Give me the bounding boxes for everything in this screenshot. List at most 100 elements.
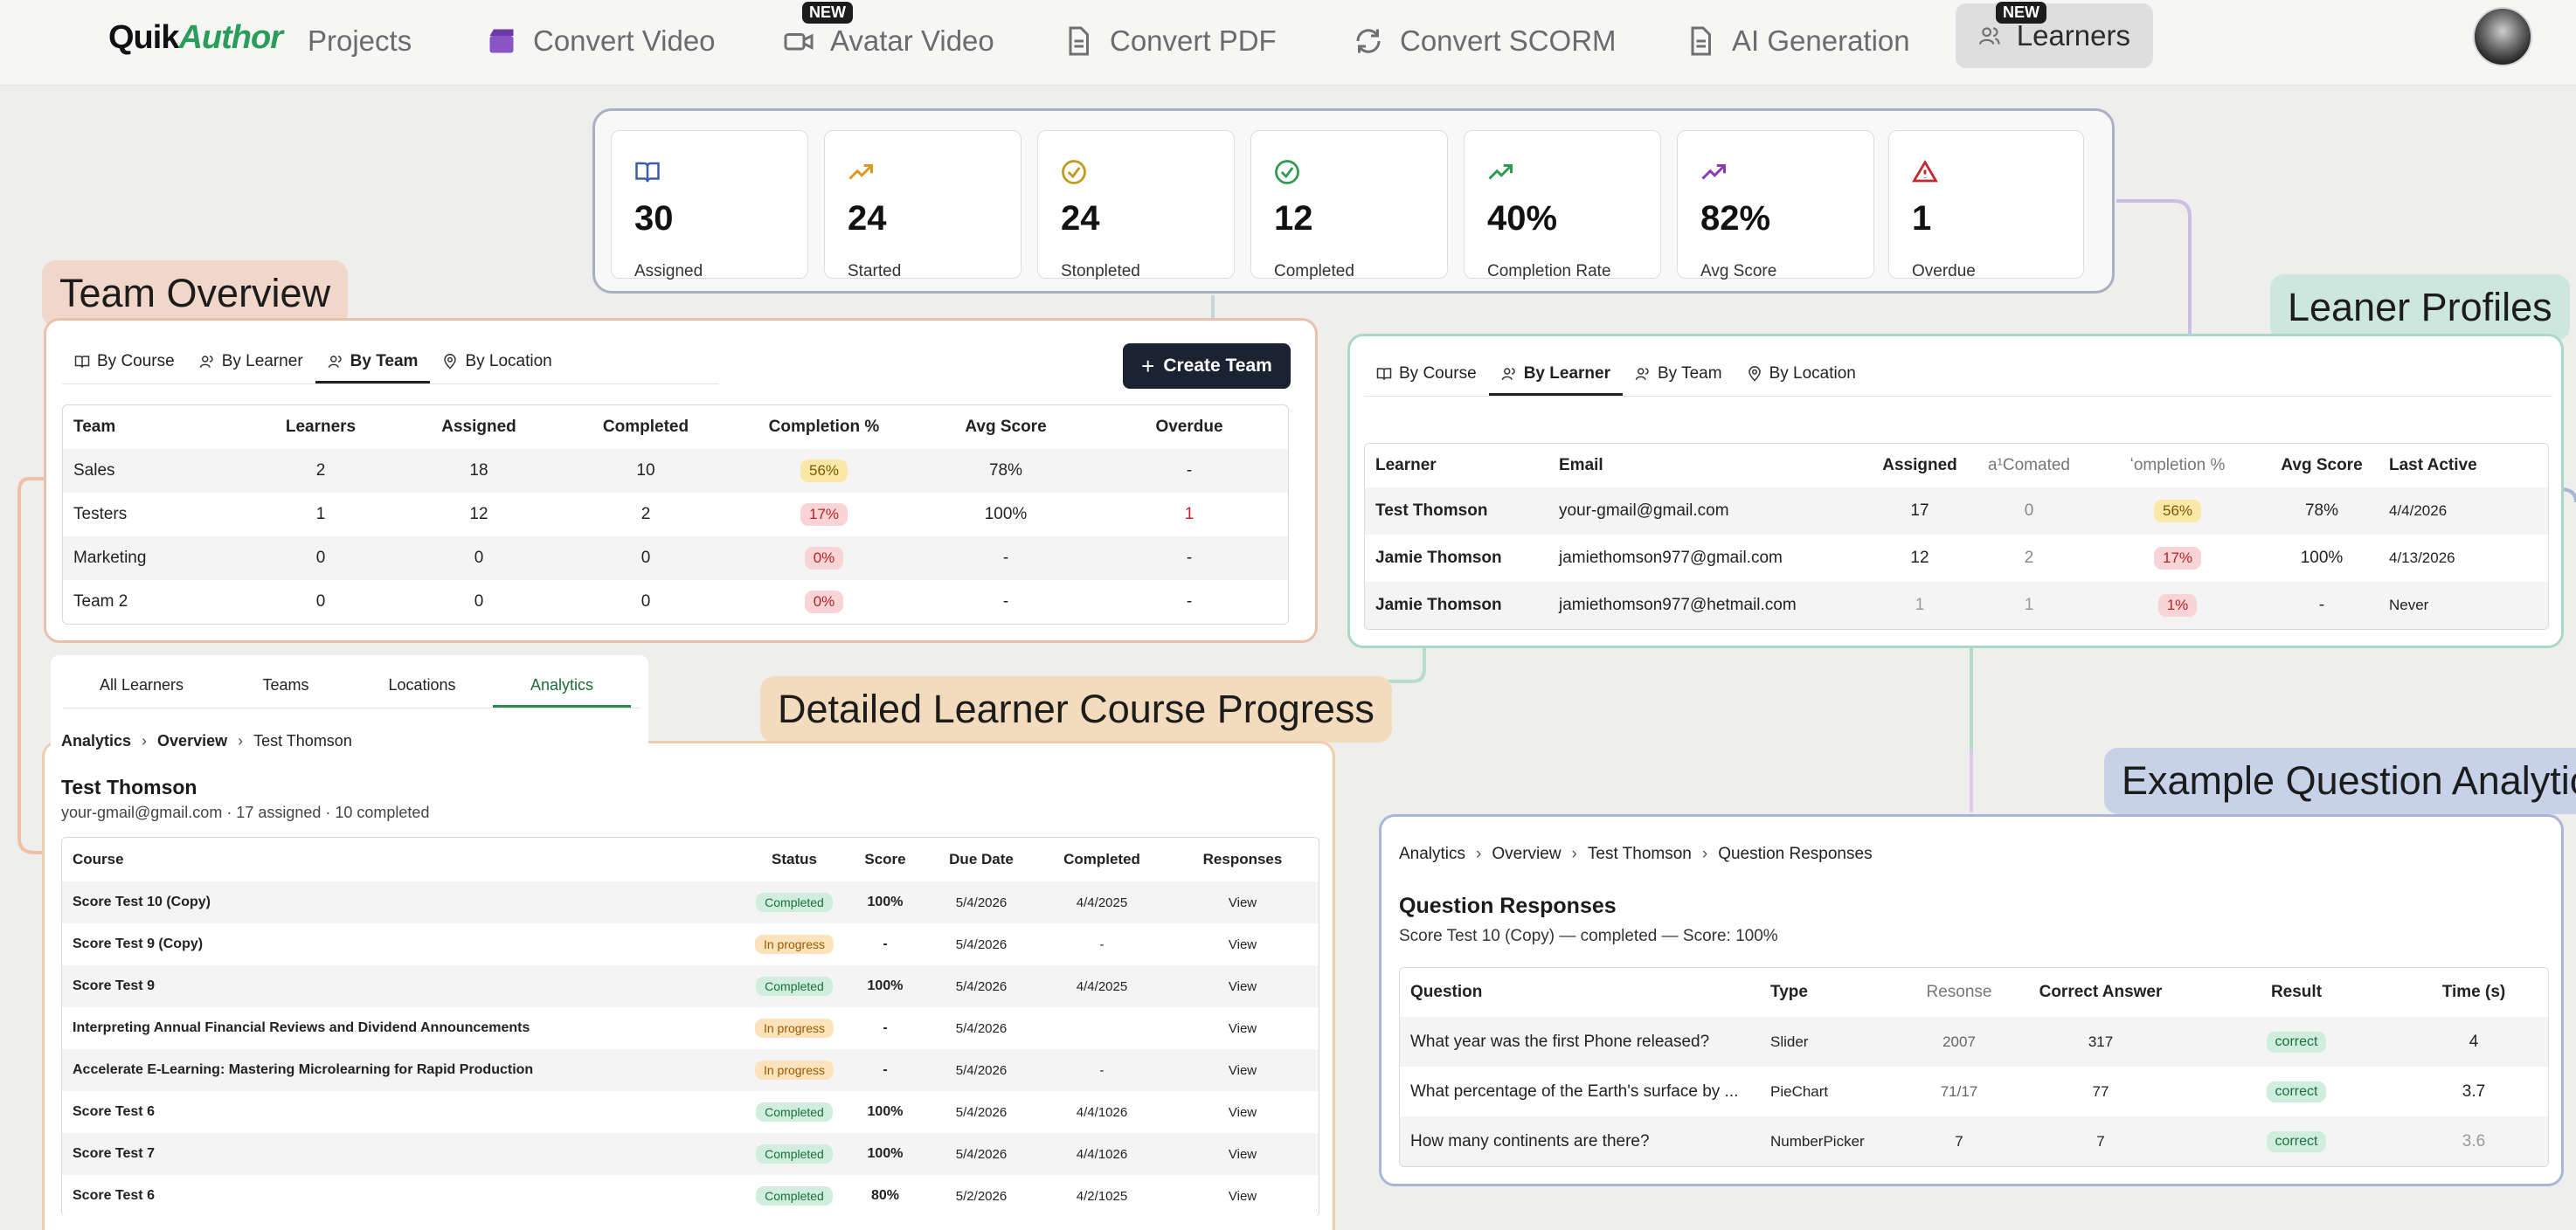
cell: 5/4/2026 xyxy=(925,965,1037,1007)
book-icon xyxy=(74,355,90,368)
table-row[interactable]: Jamie Thomson jamiethomson977@hetmail.co… xyxy=(1365,582,2548,629)
tab-by-learner[interactable]: By Learner xyxy=(1488,354,1623,396)
col-header: Type xyxy=(1770,983,1808,1001)
col-header: Team xyxy=(73,418,116,436)
breadcrumb-item: Test Thomson xyxy=(253,732,352,750)
cell: 1 xyxy=(1968,582,2090,629)
cell: - xyxy=(883,1020,888,1035)
cell: 12 xyxy=(1910,549,1929,567)
book-icon xyxy=(1376,367,1392,380)
users-icon xyxy=(1635,367,1649,380)
table-row[interactable]: Sales 2 18 10 56% 78% - xyxy=(63,449,1288,493)
tab-teams[interactable]: Teams xyxy=(262,676,309,694)
callout-learner-profiles: Leaner Profiles xyxy=(2270,274,2570,341)
table-row[interactable]: What percentage of the Earth's surface b… xyxy=(1400,1067,2548,1116)
nav-convert-scorm[interactable]: Convert SCORM xyxy=(1330,14,1639,68)
refresh-icon xyxy=(1356,29,1381,53)
stat-value: 24 xyxy=(1061,199,1100,238)
learner-name[interactable]: Test Thomson xyxy=(1365,487,1548,535)
table-row[interactable]: Marketing 0 0 0 0% - - xyxy=(63,536,1288,580)
view-link[interactable]: View xyxy=(1228,936,1257,952)
learner-name[interactable]: Jamie Thomson xyxy=(1365,582,1548,629)
nav-ai-generation[interactable]: AI Generation xyxy=(1662,14,1933,68)
team-view-tabs: By Course By Learner By Team By Location xyxy=(62,342,719,384)
user-avatar[interactable] xyxy=(2473,7,2532,66)
cell: PieChart xyxy=(1770,1082,1829,1100)
table-row[interactable]: Test Thomson your-gmail@gmail.com 17 0 5… xyxy=(1365,487,2548,535)
breadcrumb-item[interactable]: Analytics xyxy=(61,732,132,750)
col-header: Learner xyxy=(1375,456,1437,474)
table-row[interactable]: Score Test 9 (Copy) In progress - 5/4/20… xyxy=(62,923,1319,965)
nav-projects[interactable]: Projects xyxy=(285,14,434,68)
col-header: Course xyxy=(73,851,124,867)
clapperboard-icon xyxy=(489,29,514,53)
table-row[interactable]: Interpreting Annual Financial Reviews an… xyxy=(62,1007,1319,1049)
stat-card-assigned: 30 Assigned xyxy=(611,130,808,280)
nav-convert-pdf[interactable]: Convert PDF xyxy=(1040,14,1299,68)
cell: 5/4/2026 xyxy=(925,881,1037,923)
profile-view-tabs: By Course By Learner By Team By Location xyxy=(1364,354,2552,397)
tab-by-learner[interactable]: By Learner xyxy=(187,342,315,384)
breadcrumb-item[interactable]: Overview xyxy=(157,732,228,750)
view-link[interactable]: View xyxy=(1228,1020,1257,1036)
tab-all-learners[interactable]: All Learners xyxy=(99,676,184,694)
tab-by-location[interactable]: By Location xyxy=(1735,354,1868,396)
table-row[interactable]: What year was the first Phone released? … xyxy=(1400,1017,2548,1067)
map-pin-icon xyxy=(444,353,457,370)
cell: 100% xyxy=(845,965,925,1007)
col-header: Question xyxy=(1410,983,1483,1001)
table-row[interactable]: Testers 1 12 2 17% 100% 1 xyxy=(63,493,1288,536)
col-header: Email xyxy=(1559,456,1603,474)
nav-convert-video[interactable]: Convert Video xyxy=(463,14,738,68)
tab-by-team[interactable]: By Team xyxy=(1623,354,1735,396)
stat-card-overdue: 1 Overdue xyxy=(1888,130,2084,280)
table-row[interactable]: Jamie Thomson jamiethomson977@gmail.com … xyxy=(1365,535,2548,582)
stat-label: Completion Rate xyxy=(1487,262,1611,280)
users-icon xyxy=(1501,367,1515,380)
tab-by-team[interactable]: By Team xyxy=(315,342,431,384)
view-link[interactable]: View xyxy=(1167,1049,1319,1091)
create-team-button[interactable]: + Create Team xyxy=(1123,343,1291,389)
breadcrumb-item[interactable]: Analytics xyxy=(1399,845,1466,863)
tab-locations[interactable]: Locations xyxy=(388,676,456,694)
question-text: What percentage of the Earth's surface b… xyxy=(1410,1081,1739,1101)
col-header: ʻompletion % xyxy=(2129,456,2226,474)
tab-analytics[interactable]: Analytics xyxy=(493,666,631,708)
view-link[interactable]: View xyxy=(1167,1133,1319,1175)
nav-label: Avatar Video xyxy=(830,24,994,57)
table-row[interactable]: How many continents are there? NumberPic… xyxy=(1400,1116,2548,1166)
quikauthor-logo[interactable]: Quik Author xyxy=(108,19,283,56)
col-header: Result xyxy=(2270,983,2323,1001)
table-row[interactable]: Score Test 7 Completed 100% 5/4/2026 4/4… xyxy=(62,1133,1319,1175)
table-row[interactable]: Score Test 9 Completed 100% 5/4/2026 4/4… xyxy=(62,965,1319,1007)
tab-by-course[interactable]: By Course xyxy=(1364,354,1489,396)
view-link[interactable]: View xyxy=(1228,1188,1257,1204)
status-badge: Completed xyxy=(756,1144,833,1164)
tab-by-course[interactable]: By Course xyxy=(62,342,187,384)
breadcrumb-item[interactable]: Test Thomson xyxy=(1587,845,1692,863)
view-link[interactable]: View xyxy=(1167,965,1319,1007)
nav-learners[interactable]: Learners NEW xyxy=(1956,2,2153,68)
nav-avatar-video[interactable]: Avatar Video NEW xyxy=(760,2,1017,68)
completion-badge: 1% xyxy=(2157,594,2198,617)
tab-by-location[interactable]: By Location xyxy=(430,342,564,384)
col-header: Resonse xyxy=(1926,983,1992,1001)
breadcrumb-item[interactable]: Overview xyxy=(1492,845,1562,863)
course-name: Score Test 7 xyxy=(62,1133,744,1175)
table-row[interactable]: Score Test 10 (Copy) Completed 100% 5/4/… xyxy=(62,881,1319,923)
table-row[interactable]: Accelerate E-Learning: Mastering Microle… xyxy=(62,1049,1319,1091)
cell: your-gmail@gmail.com xyxy=(1548,487,1872,535)
table-row[interactable]: Score Test 6 Completed 100% 5/4/2026 4/4… xyxy=(62,1091,1319,1133)
cell: 4 xyxy=(2399,1017,2548,1067)
learner-name[interactable]: Jamie Thomson xyxy=(1375,549,1502,567)
course-name: Score Test 6 xyxy=(73,1188,155,1203)
view-link[interactable]: View xyxy=(1228,1104,1257,1120)
view-link[interactable]: View xyxy=(1167,881,1319,923)
cell xyxy=(1037,1007,1167,1049)
stat-label: Completed xyxy=(1274,262,1354,280)
cell: 0 xyxy=(474,592,484,611)
table-row[interactable]: Score Test 6 Completed 80% 5/2/2026 4/2/… xyxy=(62,1175,1319,1217)
table-row[interactable]: Team 2 0 0 0 0% - - xyxy=(63,580,1288,624)
stat-value: 82% xyxy=(1700,199,1771,238)
document-icon xyxy=(1069,26,1089,56)
